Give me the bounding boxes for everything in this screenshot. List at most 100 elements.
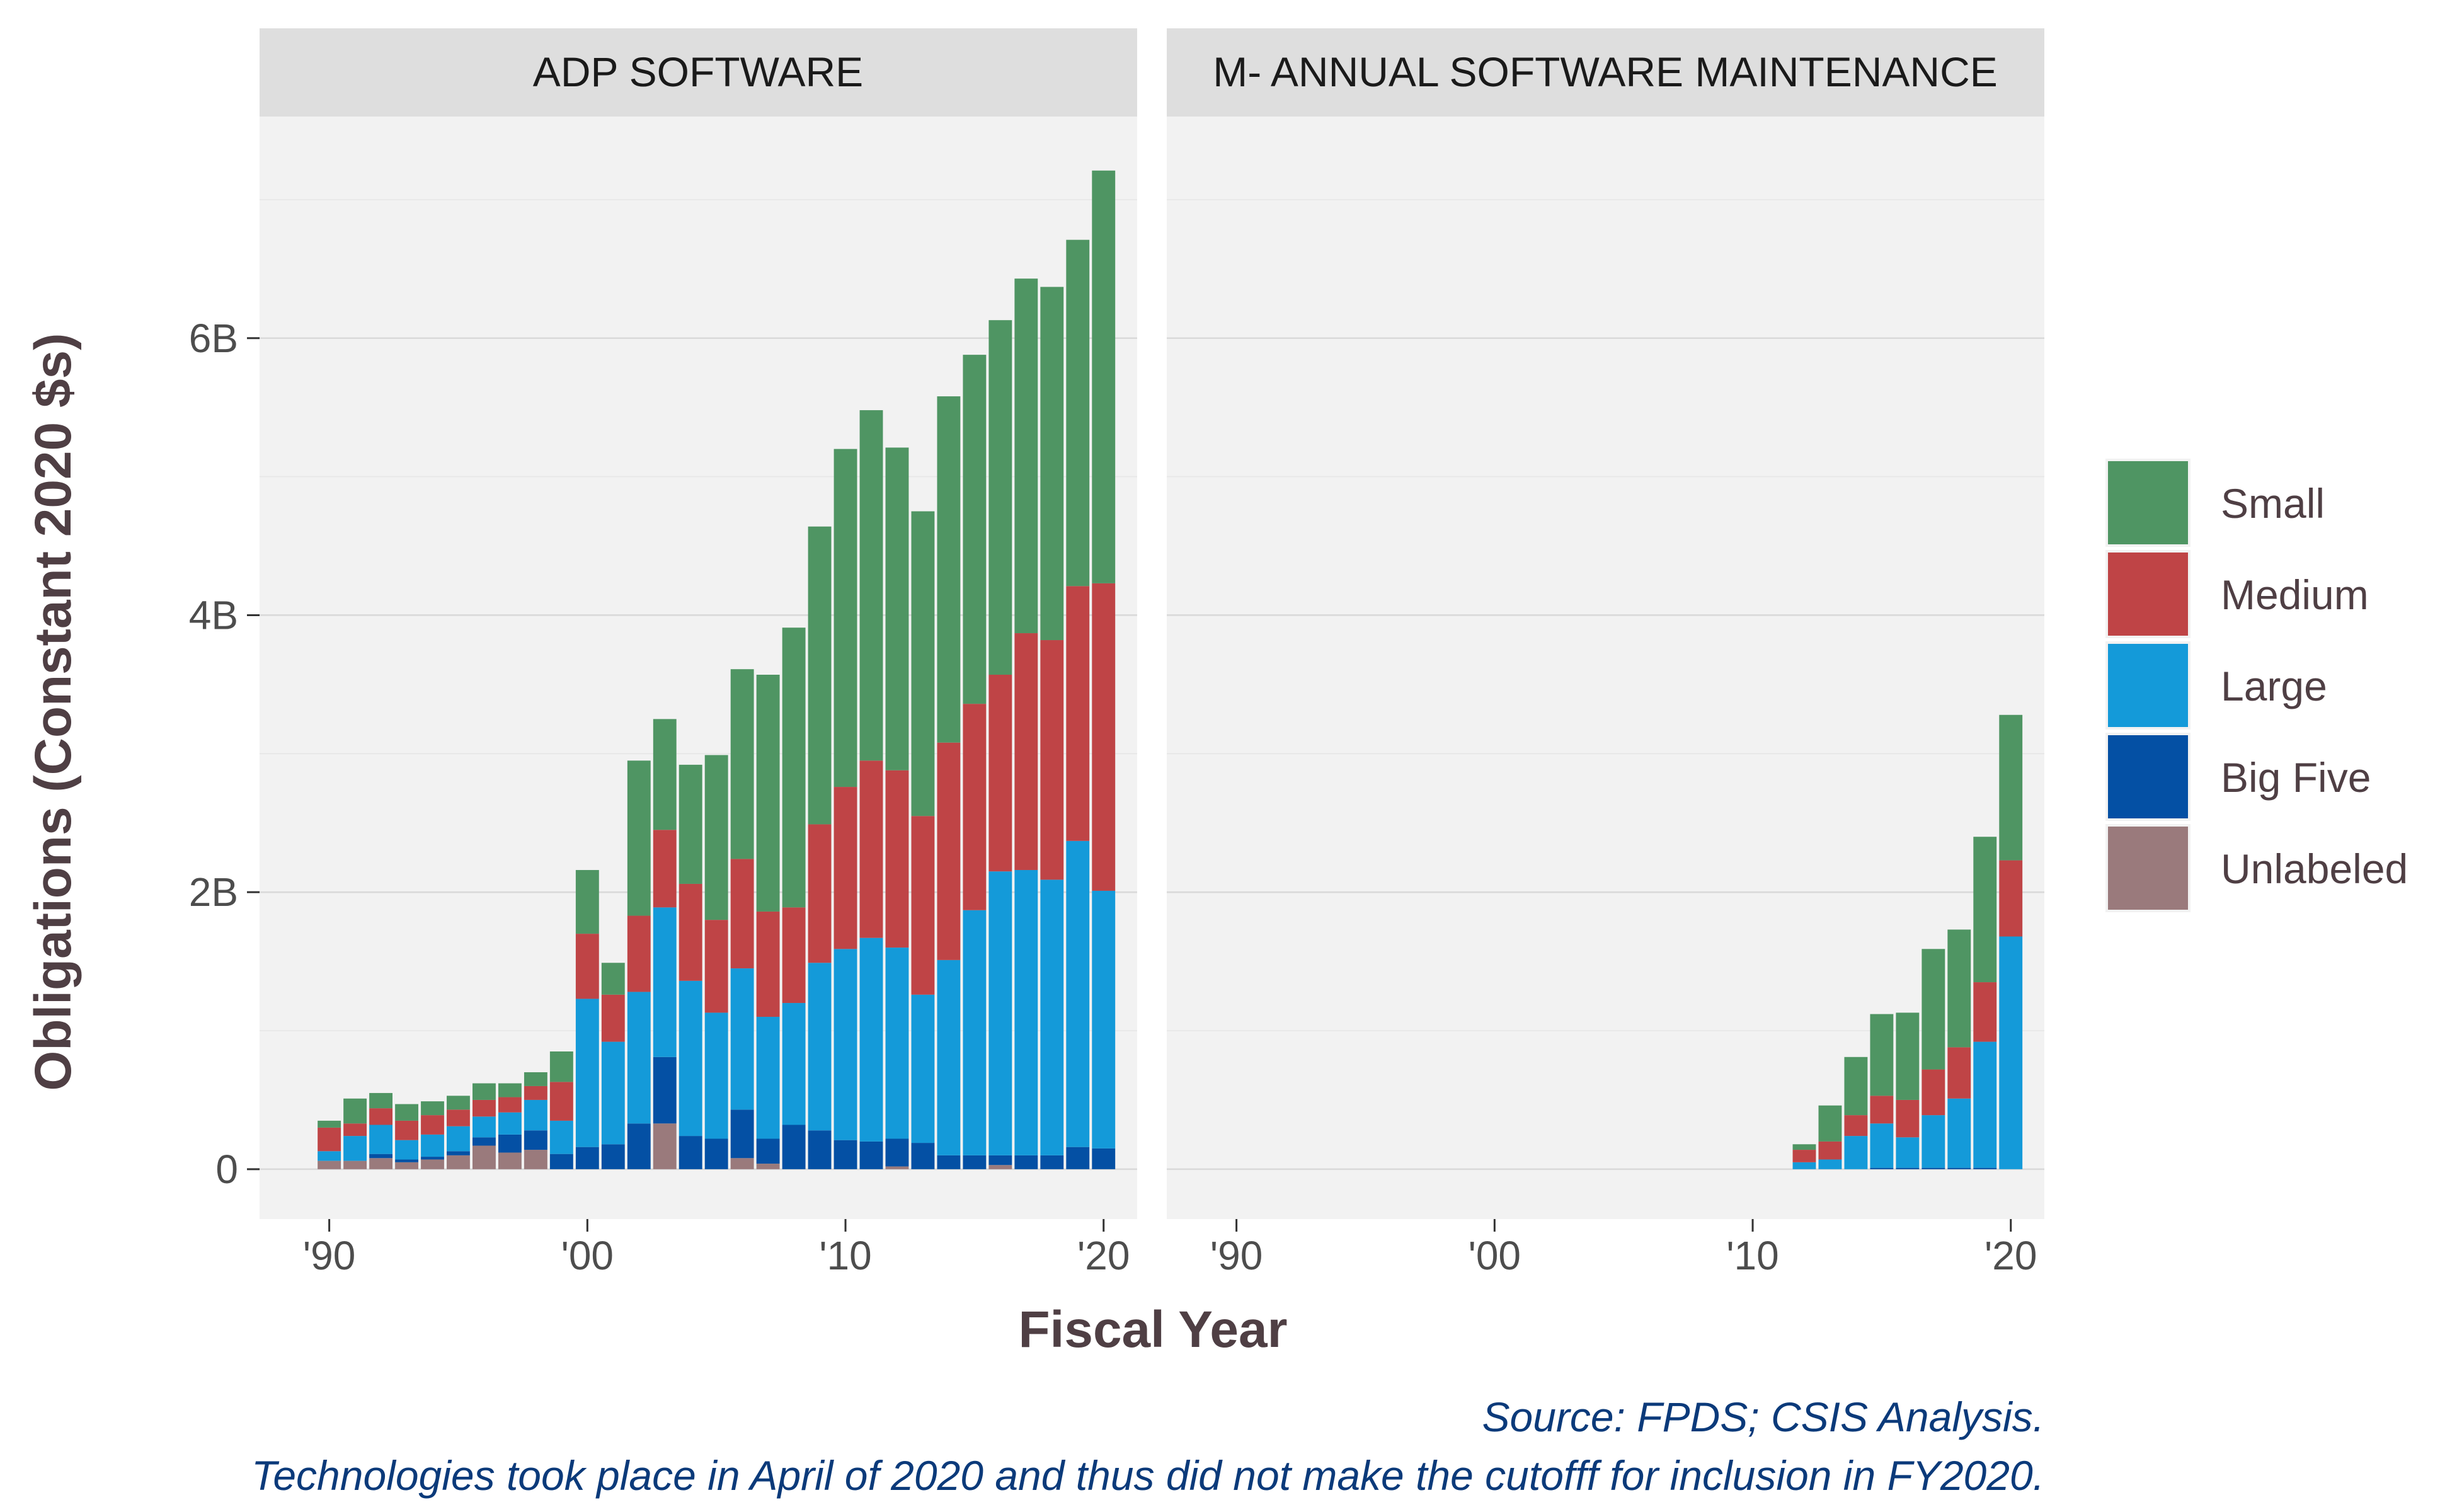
bar-segment-small-2015 — [963, 355, 987, 704]
bar-segment-large-2017 — [1922, 1115, 1945, 1168]
bar-segment-small-2013 — [1818, 1105, 1842, 1142]
bar-segment-big-five-2020 — [1092, 1148, 1116, 1169]
bar-segment-medium-2013 — [911, 816, 935, 995]
bar-segment-big-five-2009 — [808, 1130, 832, 1169]
bar-segment-large-2017 — [1014, 869, 1038, 1155]
bar-segment-medium-2007 — [756, 911, 780, 1017]
bar-segment-big-five-2006 — [730, 1109, 754, 1159]
bar-segment-medium-1991 — [343, 1123, 367, 1137]
bar-segment-large-2015 — [1870, 1123, 1894, 1168]
bar-segment-large-2005 — [704, 1012, 728, 1139]
y-axis-title: Obligations (Constant 2020 $s) — [25, 333, 82, 1091]
bar-segment-small-2019 — [1973, 837, 1997, 983]
bar-segment-large-2011 — [859, 937, 883, 1142]
bar-segment-unlabeled-1991 — [343, 1160, 367, 1169]
bar-segment-medium-2000 — [575, 934, 599, 999]
bar-segment-small-1990 — [318, 1120, 341, 1128]
bar-segment-medium-2005 — [704, 920, 728, 1013]
bar-segment-medium-2011 — [859, 760, 883, 938]
bar-segment-large-2003 — [653, 907, 677, 1057]
legend-swatch-unlabeled — [2108, 827, 2188, 910]
bar-segment-big-five-2007 — [756, 1138, 780, 1164]
bar-segment-small-1998 — [524, 1072, 547, 1086]
y-tick-label: 0 — [215, 1147, 238, 1192]
bar-segment-small-2014 — [937, 396, 961, 743]
bar-segment-small-2011 — [859, 410, 883, 761]
y-tick-label: 2B — [189, 869, 238, 915]
bar-segment-medium-1992 — [369, 1108, 392, 1125]
bar-segment-big-five-2004 — [679, 1136, 702, 1169]
y-tick-label: 4B — [189, 592, 238, 638]
bar-segment-small-2005 — [704, 755, 728, 920]
panel-adp-software: ADP SOFTWARE — [260, 28, 1137, 1219]
bar-segment-large-2013 — [911, 994, 935, 1143]
x-axis-panel-2: '90 '00 '10 '20 — [1210, 1219, 2037, 1278]
caption-note: Technologies took place in April of 2020… — [251, 1452, 2044, 1499]
bar-segment-big-five-2003 — [653, 1057, 677, 1124]
bar-segment-big-five-2019 — [1066, 1147, 1090, 1169]
bar-segment-small-2012 — [1792, 1144, 1816, 1150]
y-tick-label: 6B — [189, 316, 238, 361]
panel-2-bars — [1792, 714, 2023, 1169]
bar-segment-large-1993 — [395, 1140, 418, 1160]
bar-segment-large-2015 — [963, 910, 987, 1155]
bar-segment-medium-2020 — [1999, 860, 2023, 937]
bar-segment-large-2012 — [885, 948, 909, 1139]
bar-segment-medium-2015 — [963, 704, 987, 910]
bar-segment-big-five-2018 — [1947, 1167, 1971, 1169]
bar-segment-small-2007 — [756, 674, 780, 912]
bar-segment-small-2016 — [988, 320, 1012, 675]
bar-segment-big-five-1993 — [395, 1159, 418, 1162]
bar-segment-medium-2012 — [885, 770, 909, 948]
bar-segment-small-2010 — [833, 449, 857, 788]
bar-segment-large-2012 — [1792, 1162, 1816, 1169]
bar-segment-medium-2009 — [808, 824, 832, 963]
x-tick-label: '90 — [1210, 1233, 1263, 1278]
panel-2-title: M- ANNUAL SOFTWARE MAINTENANCE — [1213, 49, 1998, 95]
bar-segment-medium-2012 — [1792, 1150, 1816, 1162]
x-tick-label: '10 — [819, 1233, 871, 1278]
legend-swatch-big-five — [2108, 735, 2188, 818]
x-tick-label: '00 — [1469, 1233, 1521, 1278]
bar-segment-medium-2014 — [937, 742, 961, 960]
legend-swatch-small — [2108, 461, 2188, 544]
bar-segment-medium-1997 — [498, 1097, 522, 1113]
bar-segment-medium-2015 — [1870, 1096, 1894, 1124]
bar-segment-unlabeled-1990 — [318, 1160, 341, 1169]
bar-segment-small-2018 — [1947, 929, 1971, 1048]
x-tick-label: '90 — [303, 1233, 355, 1278]
bar-segment-medium-2016 — [988, 674, 1012, 872]
bar-segment-unlabeled-1993 — [395, 1162, 418, 1169]
bar-segment-big-five-2005 — [704, 1138, 728, 1169]
bar-segment-unlabeled-1998 — [524, 1150, 547, 1169]
bar-segment-large-1997 — [498, 1112, 522, 1135]
legend-label-big-five: Big Five — [2221, 754, 2371, 801]
bar-segment-small-1992 — [369, 1092, 392, 1109]
bar-segment-medium-1996 — [472, 1099, 496, 1117]
bar-segment-large-1996 — [472, 1116, 496, 1138]
bar-segment-medium-2019 — [1973, 982, 1997, 1042]
bar-segment-large-2020 — [1092, 890, 1116, 1148]
bar-segment-small-2020 — [1999, 714, 2023, 861]
bar-segment-large-2006 — [730, 968, 754, 1110]
bar-segment-medium-2008 — [782, 907, 806, 1004]
bar-segment-small-2019 — [1066, 239, 1090, 587]
legend-swatch-medium — [2108, 553, 2188, 636]
bar-segment-small-2013 — [911, 511, 935, 816]
bar-segment-small-2014 — [1844, 1057, 1868, 1116]
bar-segment-unlabeled-2012 — [885, 1166, 909, 1169]
bar-segment-unlabeled-2007 — [756, 1164, 780, 1169]
bar-segment-large-2008 — [782, 1003, 806, 1125]
bar-segment-medium-2001 — [601, 994, 625, 1042]
bar-segment-big-five-2010 — [833, 1140, 857, 1169]
bar-segment-unlabeled-2006 — [730, 1158, 754, 1169]
panel-2-strip — [1167, 28, 2044, 117]
bar-segment-large-1999 — [549, 1120, 573, 1154]
bar-segment-medium-2020 — [1092, 583, 1116, 891]
bar-segment-medium-2014 — [1844, 1115, 1868, 1137]
bar-segment-medium-1990 — [318, 1127, 341, 1152]
bar-segment-big-five-2015 — [1870, 1167, 1894, 1169]
bar-segment-large-2010 — [833, 949, 857, 1140]
bar-segment-small-1995 — [447, 1096, 470, 1110]
bar-segment-big-five-2018 — [1040, 1155, 1064, 1169]
